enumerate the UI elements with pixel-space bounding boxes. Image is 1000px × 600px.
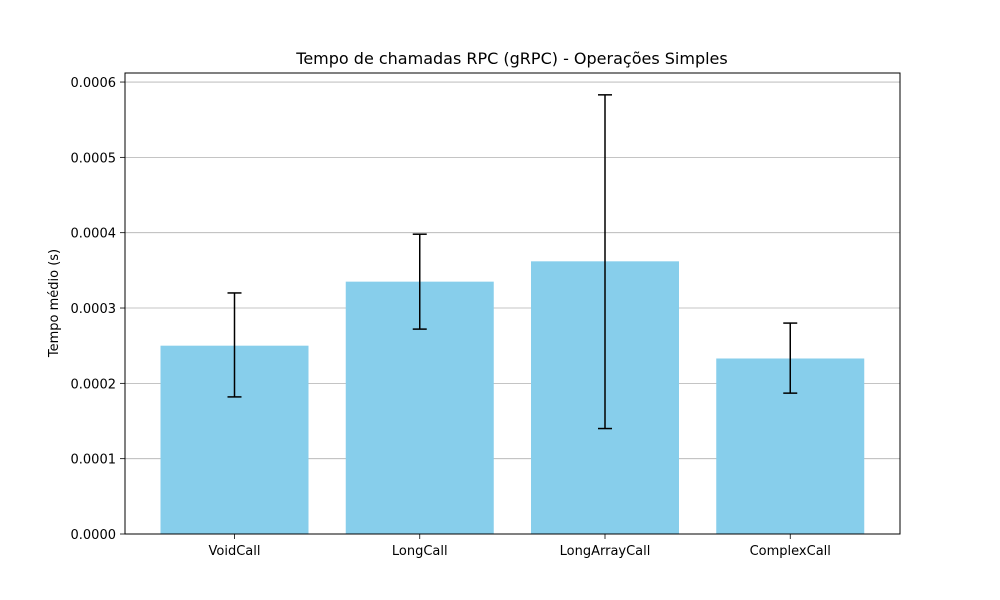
x-tick-label: VoidCall [209,544,261,559]
y-tick-label: 0.0005 [71,151,117,166]
y-tick-label: 0.0006 [71,76,117,91]
axes [124,72,901,535]
y-tick-label: 0.0001 [71,453,117,468]
x-ticks: VoidCall LongCall LongArrayCall ComplexCall [209,534,831,559]
x-tick-label: LongArrayCall [560,544,651,559]
y-tick-label: 0.0002 [71,377,117,392]
error-bar-LongArrayCall [598,94,612,430]
y-axis-label: Tempo médio (s) [47,249,62,358]
error-bar-ComplexCall [783,322,798,394]
y-tick-label: 0.0003 [71,302,117,317]
y-ticks: 0.0000 0.0001 0.0002 0.0003 0.0004 0.0005 0.00… [71,76,125,543]
y-tick-label: 0.0004 [71,227,117,242]
chart-title: Tempo de chamadas RPC (gRPC) - Operações… [295,49,727,68]
error-bar-LongCall [412,233,427,330]
x-tick-label: LongCall [392,544,448,559]
y-tick-label: 0.0000 [71,528,117,543]
bars [160,261,865,534]
x-tick-label: ComplexCall [750,544,831,559]
error-bar-VoidCall [227,292,242,398]
plot-frame [124,72,901,535]
error-bars [227,94,798,430]
